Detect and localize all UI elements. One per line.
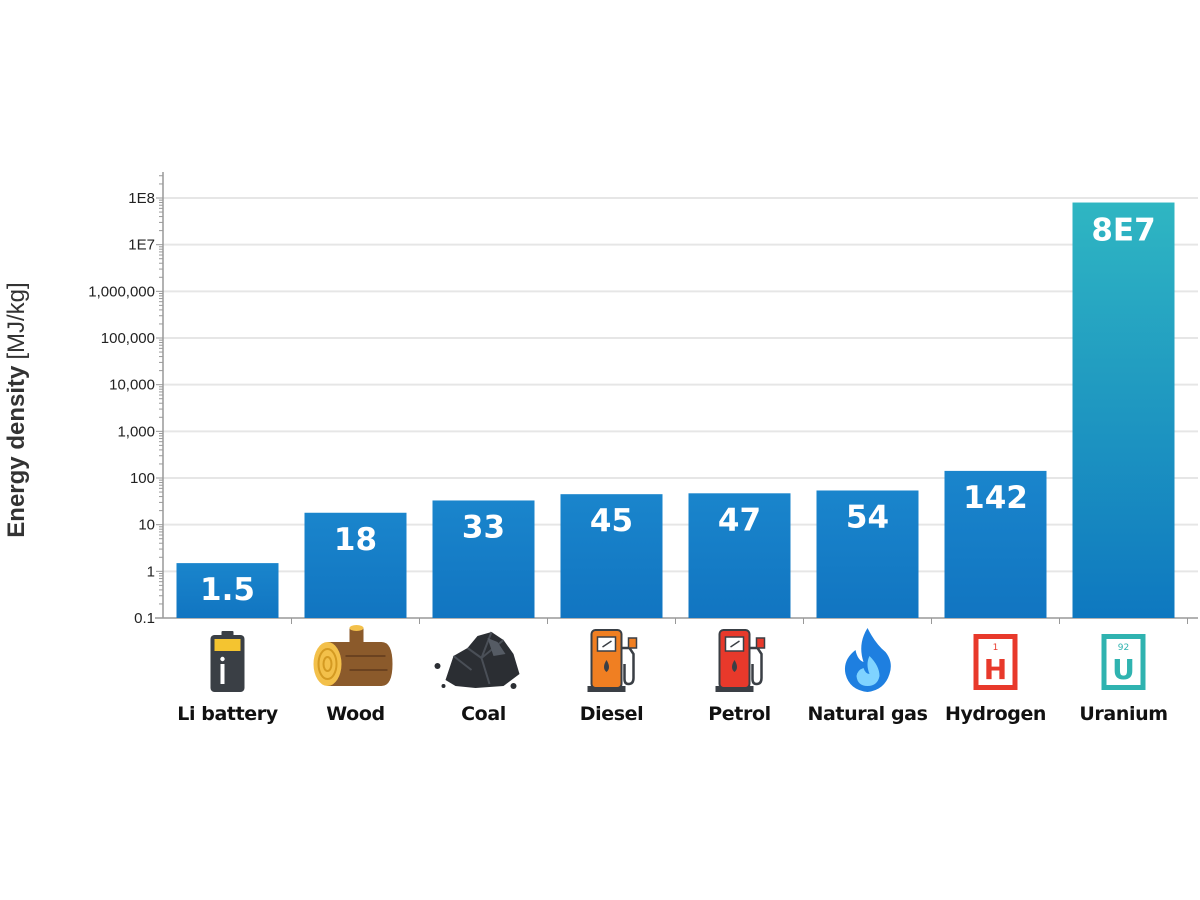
y-axis-title-text: Energy density: [3, 365, 30, 538]
svg-text:U: U: [1112, 653, 1135, 686]
svg-text:H: H: [984, 653, 1007, 686]
bar: [688, 493, 791, 618]
value-label: 142: [963, 480, 1028, 516]
category-label: Hydrogen: [945, 703, 1046, 725]
value-labels: 1.5 18 33 45 47 54 142 8E7: [200, 213, 1156, 609]
bar: [1072, 202, 1175, 618]
y-axis-title: Energy density [MJ/kg]: [3, 282, 30, 537]
petrol-pump-icon: [715, 629, 766, 692]
y-tick-label: 10,000: [109, 377, 155, 394]
category-label: Natural gas: [808, 703, 928, 725]
value-label: 47: [718, 502, 761, 538]
bar: [176, 563, 279, 618]
y-tick-label: 1E7: [128, 237, 155, 254]
category-label: Wood: [326, 703, 384, 725]
value-label: 8E7: [1091, 213, 1155, 249]
hydrogen-element-icon: 1H: [973, 634, 1018, 690]
y-tick-label: 100: [130, 470, 155, 487]
bar: [816, 490, 919, 618]
value-label: 33: [462, 509, 505, 545]
category-label: Li battery: [177, 703, 278, 725]
bars: [176, 202, 1175, 618]
bar: [432, 500, 535, 618]
value-label: 18: [334, 522, 377, 558]
category-label: Coal: [461, 703, 506, 725]
bar: [560, 494, 663, 618]
category-label: Uranium: [1079, 703, 1167, 725]
svg-text:1: 1: [993, 643, 999, 653]
bar: [304, 512, 407, 618]
category-label: Petrol: [708, 703, 770, 725]
flame-icon: [844, 628, 891, 692]
coal-icon: [434, 631, 520, 689]
value-label: 1.5: [200, 572, 255, 608]
y-tick-label: 1,000: [117, 423, 155, 440]
y-tick-label: 100,000: [101, 330, 155, 347]
category-label: Diesel: [580, 703, 643, 725]
bar: [944, 470, 1047, 618]
y-tick-label: 1E8: [128, 190, 155, 207]
category-labels: Li battery Wood Coal Diesel Petrol Natural ga…: [177, 703, 1168, 725]
value-label: 45: [590, 503, 633, 539]
y-tick-label: 1,000,000: [88, 283, 155, 300]
battery-icon: [210, 631, 245, 692]
diesel-pump-icon: [587, 629, 638, 692]
value-label: 54: [846, 499, 889, 535]
uranium-element-icon: 92U: [1101, 634, 1146, 690]
svg-text:92: 92: [1118, 643, 1129, 653]
y-tick-label: 10: [138, 517, 155, 534]
y-axis-unit: [MJ/kg]: [3, 282, 30, 359]
y-tick-label: 0.1: [134, 610, 155, 627]
log-icon: [313, 625, 393, 686]
y-tick-label: 1: [147, 563, 155, 580]
category-icons: 1H 92U: [210, 625, 1146, 692]
